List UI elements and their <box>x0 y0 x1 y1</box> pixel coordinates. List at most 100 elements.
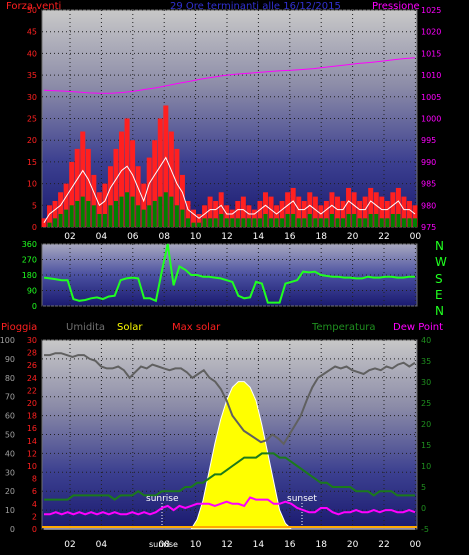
y-tick-label: 25 <box>27 115 37 124</box>
wind-avg-bar <box>125 192 130 227</box>
y-tick-label: 30 <box>27 93 37 102</box>
dew-point-line <box>44 496 416 516</box>
wind-gust-bar <box>174 148 180 227</box>
date-title: 29 Ore terminanti alle 16/12/2015 <box>170 1 341 12</box>
y-tick-label: 10 <box>5 506 15 515</box>
wind-gust-bar <box>157 118 163 227</box>
wind-gust-bar <box>279 200 285 227</box>
wind-avg-bar <box>302 218 307 227</box>
x-tick-label: 02 <box>64 232 75 242</box>
wind-avg-bar <box>285 213 290 227</box>
pressure-line <box>43 57 416 94</box>
x-tick-label: 10 <box>190 540 202 550</box>
wind-avg-bar <box>318 218 323 227</box>
wind-gust-bar <box>390 192 396 227</box>
wind-avg-bar <box>357 218 362 227</box>
y2-tick-label: 1020 <box>421 28 441 37</box>
y-tick-label: 0 <box>10 525 15 534</box>
wind-gust-bar <box>296 196 302 227</box>
compass-w: W <box>435 255 447 269</box>
wind-avg-bar <box>152 200 157 227</box>
wind-gust-bar <box>373 192 379 227</box>
y-tick-label: 10 <box>27 180 37 189</box>
wind-gust-bar <box>213 200 219 227</box>
wind-gust-bar <box>146 157 152 227</box>
y-tick-label: 6 <box>32 487 37 496</box>
wind-gust-bar <box>301 200 307 227</box>
x-tick-label: 04 <box>96 232 108 242</box>
y2-tick-label: 975 <box>421 223 436 232</box>
wind-avg-bar <box>252 218 257 227</box>
wind-avg-bar <box>169 196 174 227</box>
y-tick-label: 90 <box>27 287 37 296</box>
y2-tick-label: 1025 <box>421 6 441 15</box>
wind-gust-bar <box>268 196 274 227</box>
y-tick-label: 28 <box>27 349 37 358</box>
wind-avg-bar <box>108 205 113 227</box>
wind-gust-bar <box>185 200 191 227</box>
y-tick-label: 22 <box>27 386 37 395</box>
wind-gust-bar <box>290 187 296 227</box>
wind-avg-bar <box>163 192 168 227</box>
x-tick-label: 08 <box>158 540 170 550</box>
y-tick-label: 60 <box>5 412 15 421</box>
y-tick-label: 180 <box>22 271 37 280</box>
wind-gust-bar <box>207 196 213 227</box>
wind-gust-bar <box>124 118 130 227</box>
wind-speed-line <box>43 156 416 223</box>
wind-avg-bar <box>53 218 58 227</box>
wind-gust-bar <box>85 148 91 227</box>
wind-avg-bar <box>241 218 246 227</box>
x-tick-label: 18 <box>315 540 327 550</box>
y2-tick-label: 1005 <box>421 93 441 102</box>
wind-avg-bar <box>58 213 63 227</box>
x-tick-label: 16 <box>284 540 296 550</box>
wind-gust-bar <box>246 205 252 227</box>
x-tick-label: 14 <box>253 232 265 242</box>
y2-tick-label: -5 <box>421 525 429 534</box>
wind-gust-bar <box>384 200 390 227</box>
y-tick-label: 16 <box>27 424 37 433</box>
x-tick-label: 18 <box>315 232 327 242</box>
wind-avg-bar <box>274 218 279 227</box>
wind-avg-bar <box>202 218 207 227</box>
y2-tick-label: 15 <box>421 441 431 450</box>
y2-tick-label: 1000 <box>421 115 441 124</box>
x-tick-label: 06 <box>127 232 139 242</box>
y2-tick-label: 1015 <box>421 49 441 58</box>
wind-gust-bar <box>395 187 401 227</box>
y2-tick-label: 30 <box>421 378 431 387</box>
y2-tick-label: 5 <box>421 483 426 492</box>
wind-avg-bar <box>246 218 251 227</box>
wind-gust-bar <box>130 140 136 227</box>
wind-avg-bar <box>368 213 373 227</box>
x-tick-label: 10 <box>190 232 202 242</box>
x-tick-label: 12 <box>221 540 232 550</box>
compass-n-top: N <box>435 239 444 253</box>
wind-gust-bar <box>63 183 69 227</box>
x-tick-label: 20 <box>347 540 359 550</box>
wind-gust-bar <box>96 192 102 227</box>
compass-n-bottom: N <box>435 304 444 318</box>
x-tick-label: 02 <box>64 540 75 550</box>
y-tick-label: 20 <box>27 399 37 408</box>
y-tick-label: 40 <box>27 49 37 58</box>
wind-avg-bar <box>329 213 334 227</box>
wind-avg-bar <box>401 218 406 227</box>
wind-gust-bar <box>340 200 346 227</box>
wind-gust-bar <box>240 196 246 227</box>
x-tick-label: 16 <box>284 232 296 242</box>
wind-avg-bar <box>91 205 96 227</box>
wind-avg-bar <box>390 213 395 227</box>
wind-avg-bar <box>69 205 74 227</box>
wind-avg-bar <box>363 218 368 227</box>
y-tick-label: 18 <box>27 412 37 421</box>
wind-avg-bar <box>185 218 190 227</box>
wind-avg-bar <box>208 218 213 227</box>
y2-tick-label: 20 <box>421 420 431 429</box>
wind-gust-bar <box>107 166 113 227</box>
wind-avg-bar <box>197 222 202 227</box>
y-tick-label: 100 <box>0 336 15 345</box>
humidity-line <box>44 352 416 446</box>
wind-avg-bar <box>219 213 224 227</box>
